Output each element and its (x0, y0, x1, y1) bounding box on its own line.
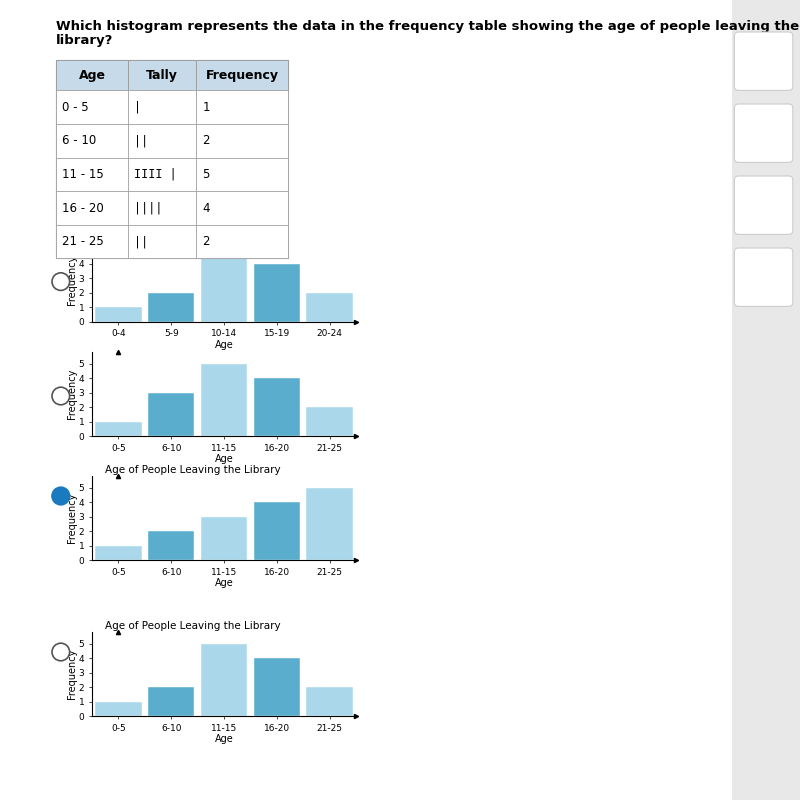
Bar (254, 378, 300, 436)
Text: |: | (134, 101, 142, 114)
Text: 4: 4 (202, 202, 210, 214)
Bar (201, 249, 247, 322)
Bar (306, 407, 353, 436)
Text: Tally: Tally (146, 69, 178, 82)
Bar (201, 363, 247, 436)
X-axis label: Age: Age (214, 454, 234, 464)
Text: 2: 2 (202, 134, 210, 147)
Text: Age of People Leaving the Library: Age of People Leaving the Library (106, 622, 281, 631)
Y-axis label: Frequency: Frequency (67, 649, 78, 699)
Y-axis label: Frequency: Frequency (67, 369, 78, 419)
Bar (148, 393, 194, 436)
Y-axis label: Frequency: Frequency (67, 254, 78, 305)
Bar (306, 293, 353, 322)
X-axis label: Age: Age (214, 578, 234, 588)
Text: 0 - 5: 0 - 5 (62, 101, 89, 114)
Bar (306, 487, 353, 560)
Y-axis label: Frequency: Frequency (67, 493, 78, 543)
Text: Which histogram represents the data in the frequency table showing the age of pe: Which histogram represents the data in t… (56, 20, 799, 33)
Text: 6 - 10: 6 - 10 (62, 134, 97, 147)
Text: 5: 5 (202, 168, 210, 181)
Bar (201, 517, 247, 560)
Text: ||||: |||| (134, 202, 163, 214)
Text: Age of People Leaving the Library: Age of People Leaving the Library (106, 466, 281, 475)
Bar (95, 422, 142, 436)
Bar (95, 546, 142, 560)
Bar (95, 702, 142, 716)
Text: 1: 1 (202, 101, 210, 114)
Text: library?: library? (56, 34, 114, 46)
Bar (148, 293, 194, 322)
Text: 16 - 20: 16 - 20 (62, 202, 104, 214)
Bar (254, 264, 300, 322)
X-axis label: Age: Age (214, 734, 234, 744)
Bar (148, 687, 194, 716)
X-axis label: Age: Age (214, 340, 234, 350)
Text: 11 - 15: 11 - 15 (62, 168, 104, 181)
Bar (306, 687, 353, 716)
Bar (254, 658, 300, 716)
Text: 21 - 25: 21 - 25 (62, 235, 104, 248)
Bar (148, 531, 194, 560)
Text: ||: || (134, 235, 149, 248)
Text: Frequency: Frequency (206, 69, 278, 82)
Text: Age: Age (78, 69, 106, 82)
Bar (201, 643, 247, 716)
Text: 2: 2 (202, 235, 210, 248)
Text: IIII |: IIII | (134, 168, 177, 181)
Text: ||: || (134, 134, 149, 147)
Bar (254, 502, 300, 560)
Bar (95, 307, 142, 322)
